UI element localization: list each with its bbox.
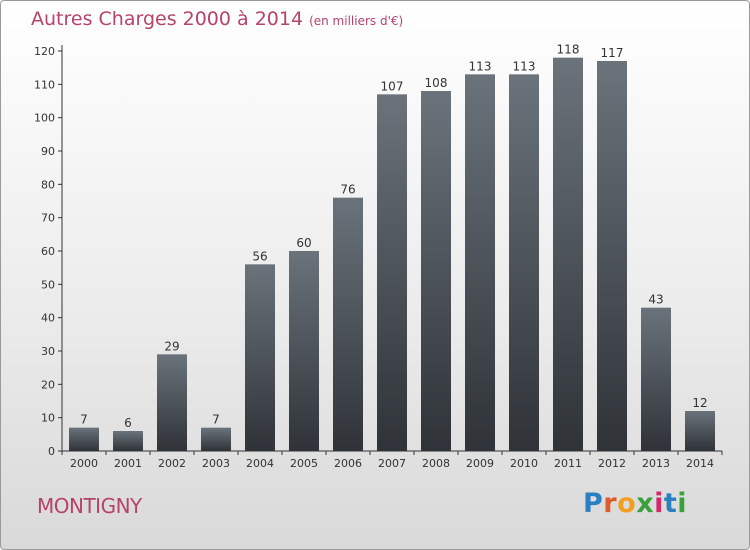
bar-value-label: 118 (557, 43, 580, 57)
bar-value-label: 108 (425, 76, 448, 90)
x-tick-label: 2013 (642, 457, 670, 470)
y-tick-label: 100 (34, 112, 55, 125)
bar (289, 251, 319, 451)
bar (421, 91, 451, 451)
bar (157, 354, 187, 451)
bar-value-label: 117 (601, 46, 624, 60)
y-tick-label: 40 (41, 312, 55, 325)
bar (685, 411, 715, 451)
x-tick-label: 2005 (290, 457, 318, 470)
bar (377, 94, 407, 451)
x-tick-label: 2004 (246, 457, 274, 470)
bar (553, 57, 583, 452)
bar-value-label: 29 (164, 339, 179, 353)
x-tick-label: 2002 (158, 457, 186, 470)
bar-value-label: 113 (513, 59, 536, 73)
bar-value-label: 56 (252, 249, 267, 263)
bar (597, 61, 627, 451)
y-tick-label: 80 (41, 178, 55, 191)
x-tick-label: 2003 (202, 457, 230, 470)
bar-value-label: 12 (692, 396, 707, 410)
y-tick-label: 20 (41, 378, 55, 391)
bar-value-label: 113 (469, 59, 492, 73)
x-tick-label: 2007 (378, 457, 406, 470)
chart-subtitle: (en milliers d'€) (309, 14, 404, 28)
bar (69, 427, 99, 451)
bar (245, 264, 275, 451)
y-tick-label: 60 (41, 245, 55, 258)
bars-group (69, 57, 715, 452)
bar (509, 74, 539, 451)
bar (333, 197, 363, 451)
x-tick-label: 2000 (70, 457, 98, 470)
bar (113, 431, 143, 451)
bar (465, 74, 495, 451)
proxiti-logo: Proxiti (583, 488, 688, 519)
y-tick-label: 70 (41, 212, 55, 225)
bar-value-label: 76 (340, 183, 355, 197)
x-tick-label: 2012 (598, 457, 626, 470)
bar-value-label: 43 (648, 293, 663, 307)
y-tick-label: 90 (41, 145, 55, 158)
bar-value-label: 60 (296, 236, 311, 250)
x-tick-label: 2001 (114, 457, 142, 470)
chart-title-text: Autres Charges 2000 à 2014 (31, 8, 304, 30)
place-name: MONTIGNY (37, 494, 142, 518)
y-tick-label: 50 (41, 278, 55, 291)
y-tick-label: 10 (41, 412, 55, 425)
bar-value-label: 7 (212, 413, 220, 427)
labels-group: 2000 7 2001 6 2002 29 2003 7 2004 56 2005 60 2006 76 2… (70, 43, 714, 470)
x-tick-label: 2006 (334, 457, 362, 470)
y-tick-label: 120 (34, 45, 55, 58)
bar-value-label: 6 (124, 416, 132, 430)
bar-value-label: 107 (381, 79, 404, 93)
y-tick-label: 30 (41, 345, 55, 358)
x-tick-label: 2009 (466, 457, 494, 470)
x-tick-label: 2014 (686, 457, 714, 470)
y-tick-label: 110 (34, 78, 55, 91)
bar (641, 307, 671, 451)
x-tick-label: 2008 (422, 457, 450, 470)
chart-title: Autres Charges 2000 à 2014 (en milliers d… (31, 8, 403, 30)
x-tick-label: 2010 (510, 457, 538, 470)
x-tick-label: 2011 (554, 457, 582, 470)
y-tick-label: 0 (48, 445, 55, 458)
bar (201, 427, 231, 451)
bar-value-label: 7 (80, 413, 88, 427)
